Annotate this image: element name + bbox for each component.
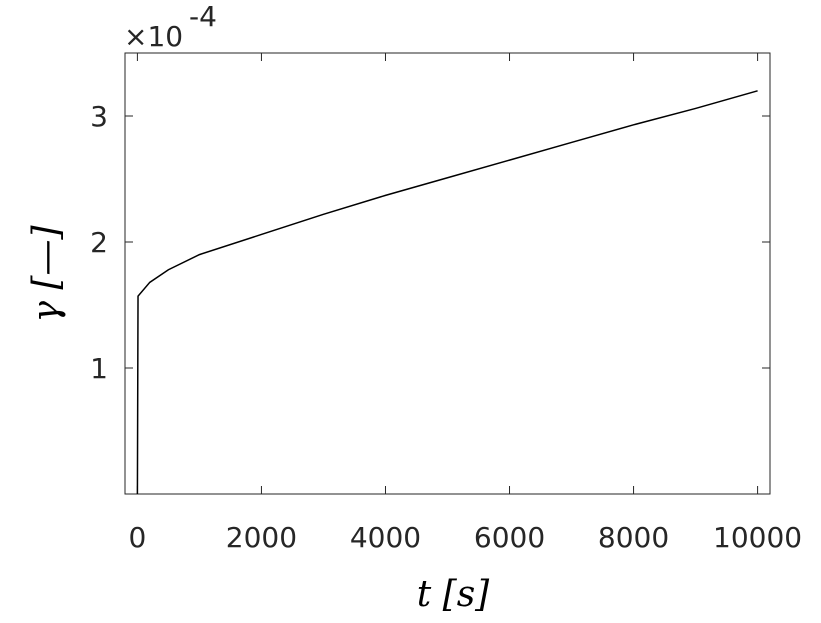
- x-tick-label: 8000: [598, 521, 669, 554]
- y-multiplier: ×10: [124, 20, 183, 53]
- x-tick-label: 10000: [713, 521, 802, 554]
- y-tick-label: 2: [90, 226, 108, 259]
- x-tick-label: 0: [128, 521, 146, 554]
- x-axis-label: t [s]: [417, 574, 490, 615]
- x-tick-label: 2000: [226, 521, 297, 554]
- axes-box: [124, 52, 771, 495]
- y-exponent: -4: [189, 0, 217, 33]
- line: [136, 90, 758, 495]
- x-tick-label: 4000: [350, 521, 421, 554]
- y-tick-label: 3: [90, 100, 108, 133]
- y-axis-label: γ [—]: [26, 225, 67, 323]
- x-tick-label: 6000: [474, 521, 545, 554]
- y-tick-label: 1: [90, 352, 108, 385]
